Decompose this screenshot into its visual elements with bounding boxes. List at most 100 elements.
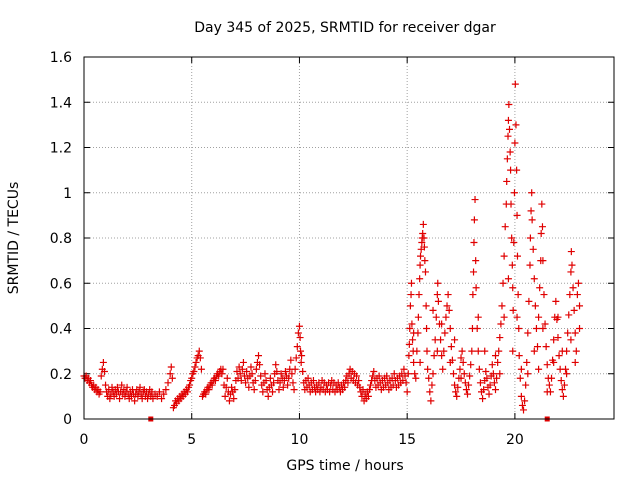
data-point xyxy=(191,363,199,371)
data-point xyxy=(452,388,460,396)
data-point xyxy=(538,200,546,208)
data-point xyxy=(467,361,475,369)
data-point xyxy=(406,302,414,310)
data-point xyxy=(511,80,519,88)
data-point xyxy=(509,284,517,292)
data-point xyxy=(459,358,467,366)
data-point xyxy=(423,325,431,332)
y-tick-label: 0.6 xyxy=(50,276,72,292)
data-point xyxy=(264,392,272,400)
data-point xyxy=(411,370,419,378)
data-point xyxy=(168,374,176,382)
data-point xyxy=(256,361,264,369)
data-point xyxy=(548,374,556,382)
data-point xyxy=(196,354,204,362)
data-point xyxy=(576,325,584,332)
data-point xyxy=(564,329,572,337)
data-point xyxy=(475,365,483,373)
y-tick-label: 0 xyxy=(63,412,72,428)
data-point xyxy=(488,361,496,369)
data-point xyxy=(422,302,430,310)
data-point xyxy=(437,336,445,344)
data-point xyxy=(504,132,512,140)
data-point xyxy=(550,358,558,366)
data-point xyxy=(542,343,550,351)
data-point xyxy=(420,243,428,251)
data-point xyxy=(421,257,429,265)
data-point xyxy=(190,367,198,375)
data-point xyxy=(288,370,296,378)
data-point xyxy=(291,365,299,373)
data-point xyxy=(554,313,562,321)
data-point xyxy=(500,313,508,321)
data-point xyxy=(255,352,263,360)
data-point xyxy=(471,196,479,204)
data-point xyxy=(242,379,250,387)
data-point xyxy=(525,297,533,305)
data-point xyxy=(550,336,558,344)
y-tick-label: 1.4 xyxy=(50,95,72,111)
data-point xyxy=(402,379,410,387)
data-point xyxy=(149,395,157,403)
data-point xyxy=(517,392,525,400)
y-tick-label: 1.6 xyxy=(50,50,72,66)
data-point xyxy=(568,261,576,269)
data-point xyxy=(510,239,518,247)
data-point xyxy=(454,383,462,391)
data-point xyxy=(261,370,269,378)
data-point xyxy=(405,340,413,348)
data-point xyxy=(297,347,305,355)
data-point xyxy=(466,372,474,380)
data-point xyxy=(507,200,515,208)
data-point xyxy=(425,374,433,382)
data-point xyxy=(195,347,203,355)
data-point xyxy=(473,325,481,332)
data-point xyxy=(445,306,453,314)
data-point xyxy=(188,374,196,382)
data-point xyxy=(531,302,539,310)
data-point xyxy=(554,334,562,342)
data-point xyxy=(567,336,575,344)
data-point xyxy=(518,401,526,409)
data-point xyxy=(275,386,283,394)
data-point xyxy=(515,352,523,360)
data-point xyxy=(426,388,434,396)
data-point xyxy=(526,234,534,242)
data-point xyxy=(205,386,213,394)
data-point xyxy=(560,381,568,389)
data-point xyxy=(528,216,536,224)
data-point xyxy=(482,367,490,375)
data-point xyxy=(281,367,289,375)
data-point xyxy=(485,390,493,398)
y-tick-label: 0.8 xyxy=(50,231,72,247)
data-point xyxy=(460,370,468,378)
data-point xyxy=(535,313,543,321)
data-point xyxy=(508,234,516,242)
data-point xyxy=(439,365,447,373)
data-point xyxy=(225,397,233,405)
data-point xyxy=(292,354,300,362)
data-point xyxy=(294,329,302,337)
data-point xyxy=(472,257,480,265)
data-point xyxy=(557,377,565,385)
data-point xyxy=(208,381,216,389)
data-point xyxy=(183,388,191,396)
data-point xyxy=(465,381,473,389)
data-point xyxy=(417,252,425,260)
data-point xyxy=(481,347,489,355)
data-point xyxy=(490,379,498,387)
data-point xyxy=(415,291,423,299)
data-point xyxy=(304,374,312,382)
data-point xyxy=(403,388,411,396)
data-point xyxy=(536,284,544,292)
data-point xyxy=(211,377,219,385)
data-point xyxy=(567,248,575,256)
data-point xyxy=(432,313,440,321)
data-point xyxy=(433,347,441,355)
data-point xyxy=(162,386,170,394)
data-point xyxy=(528,189,536,197)
data-point xyxy=(456,365,464,373)
data-point xyxy=(469,291,477,299)
data-point xyxy=(266,374,274,382)
